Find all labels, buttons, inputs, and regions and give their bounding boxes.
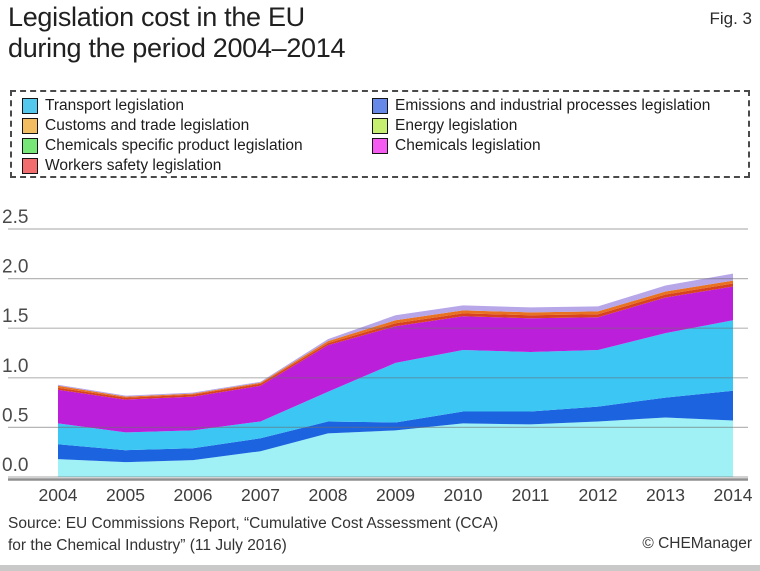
area-band-chemicals-legislation [58,286,733,433]
legend-item-customs-and-trade-legislation: Customs and trade legislation [22,116,372,136]
legend-label: Customs and trade legislation [45,117,250,134]
bottom-bar [0,565,760,571]
title-line-1: Legislation cost in the EU [8,2,305,32]
area-band-customs-and-trade-legislation [58,280,733,398]
stacked-area-chart: 0.0 0.5 1.0 1.5 2.0 2.5 2004 2005 2006 2007 2008 20… [2,207,753,505]
copyright-credit: © CHEManager [642,535,752,552]
area-band-energy-legislation [58,417,733,477]
chart-legend: Transport legislation Customs and trade l… [10,90,750,178]
title-line-2: during the period 2004–2014 [8,33,346,63]
area-band-transport-legislation [58,320,733,451]
legend-column-1: Transport legislation Customs and trade l… [22,96,372,176]
y-tick-label-2.0: 2.0 [2,257,28,278]
area-band-chemicals-specific-product-legislation [58,273,733,397]
y-tick-label-1.0: 1.0 [2,356,28,377]
x-tick-label-2005: 2005 [106,485,145,505]
figure-number: Fig. 3 [709,9,752,28]
legend-label: Energy legislation [395,117,518,134]
legend-column-2: Emissions and industrial processes legis… [372,96,710,176]
x-tick-label-2006: 2006 [174,485,213,505]
legend-swatch-icon [22,158,38,174]
area-band-emissions-and-industrial-processes-legislation [58,390,733,463]
source-line-1: Source: EU Commissions Report, “Cumulati… [8,515,499,532]
legend-swatch-icon [22,98,38,114]
y-tick-label-0.0: 0.0 [2,455,28,476]
x-tick-label-2014: 2014 [714,485,753,505]
x-tick-label-2007: 2007 [241,485,280,505]
legend-item-chemicals-legislation: Chemicals legislation [372,136,710,156]
x-tick-label-2009: 2009 [376,485,415,505]
legend-item-transport-legislation: Transport legislation [22,96,372,116]
legend-item-emissions-and-industrial-processes-legislation: Emissions and industrial processes legis… [372,96,710,116]
source-line-2: for the Chemical Industry” (11 July 2016… [8,537,287,554]
legend-item-chemicals-specific-product-legislation: Chemicals specific product legislation [22,136,372,156]
legend-swatch-icon [372,98,388,114]
x-tick-label-2010: 2010 [444,485,483,505]
legend-swatch-icon [22,138,38,154]
legend-label: Emissions and industrial processes legis… [395,97,711,114]
header: Legislation cost in the EU during the pe… [8,2,752,64]
legend-item-workers-safety-legislation: Workers safety legislation [22,156,372,176]
area-band-workers-safety-legislation [58,283,733,400]
x-tick-label-2012: 2012 [579,485,618,505]
y-tick-label-1.5: 1.5 [2,306,28,327]
legend-label: Chemicals specific product legislation [45,137,303,154]
y-tick-label-0.5: 0.5 [2,405,28,426]
legend-label: Chemicals legislation [395,137,541,154]
legend-label: Transport legislation [45,97,184,114]
x-tick-label-2004: 2004 [39,485,78,505]
x-tick-label-2008: 2008 [309,485,348,505]
x-tick-label-2011: 2011 [512,485,550,505]
legend-swatch-icon [372,138,388,154]
y-tick-label-2.5: 2.5 [2,207,28,228]
source-note: Source: EU Commissions Report, “Cumulati… [8,513,498,557]
legend-label: Workers safety legislation [45,157,222,174]
legend-swatch-icon [22,118,38,134]
page-title: Legislation cost in the EU during the pe… [8,2,752,64]
legend-item-energy-legislation: Energy legislation [372,116,710,136]
legend-swatch-icon [372,118,388,134]
x-tick-label-2013: 2013 [646,485,685,505]
